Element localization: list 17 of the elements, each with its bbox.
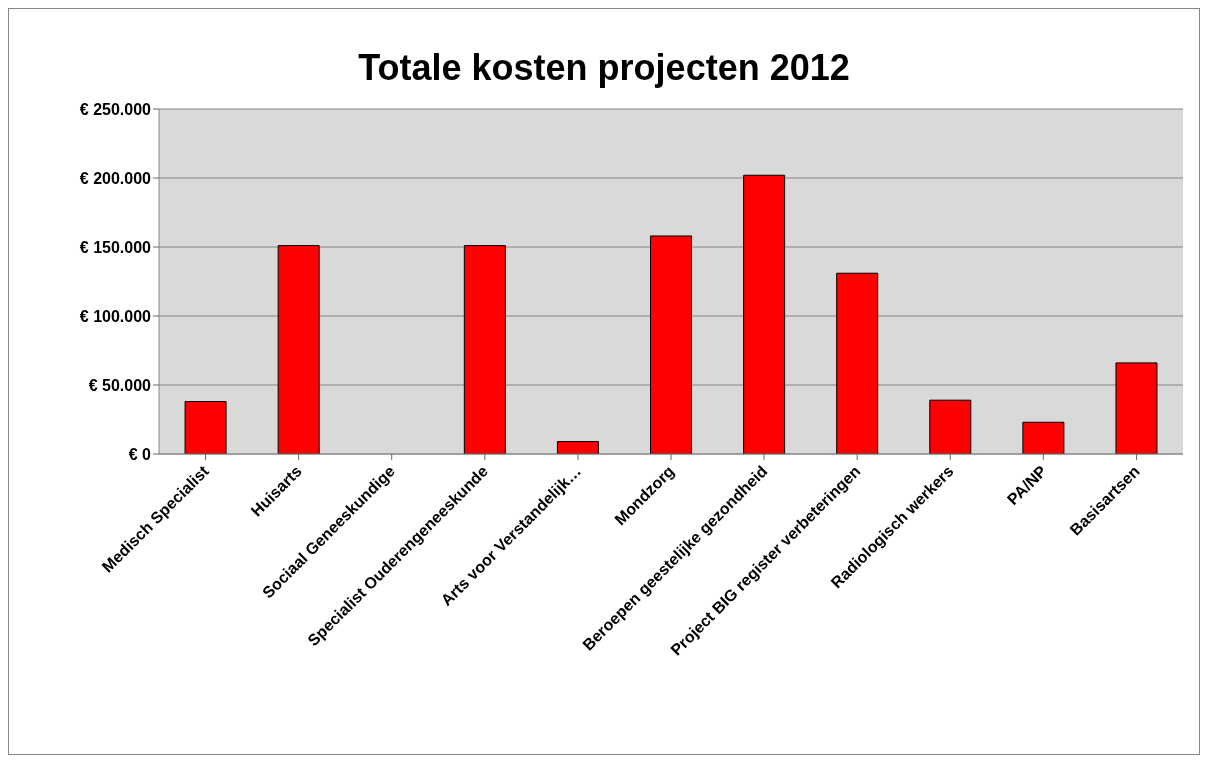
bar: [836, 272, 879, 454]
y-tick-label: € 0: [128, 445, 152, 463]
chart-title: Totale kosten projecten 2012: [357, 46, 851, 89]
bar: [1022, 421, 1065, 454]
bar: [463, 245, 506, 454]
y-tick-label: € 150.000: [79, 238, 152, 256]
y-tick-label: € 200.000: [79, 169, 152, 187]
bar: [743, 174, 786, 454]
y-tick-label: € 250.000: [79, 100, 152, 118]
bar: [184, 401, 227, 454]
bar: [650, 235, 693, 454]
bar: [556, 441, 599, 454]
bar: [929, 399, 972, 454]
bar: [1115, 362, 1158, 454]
bar: [277, 245, 320, 454]
y-tick-label: € 100.000: [79, 307, 152, 325]
y-tick-label: € 50.000: [88, 376, 152, 394]
